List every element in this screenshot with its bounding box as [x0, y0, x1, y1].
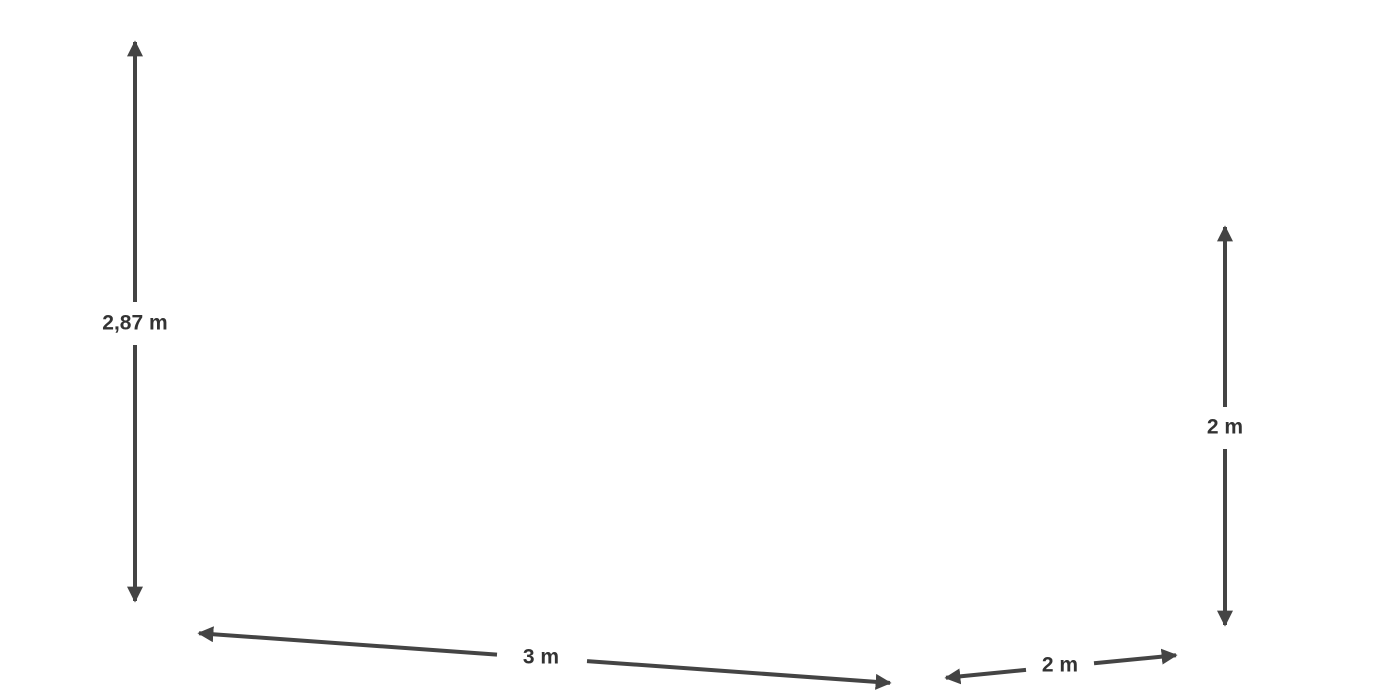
dimension-label: 2,87 m	[102, 312, 167, 335]
arrow	[944, 667, 1027, 685]
dimension-label: 3 m	[523, 646, 559, 669]
arrow	[1093, 648, 1178, 666]
arrow	[197, 626, 498, 657]
dimension-width-front: 3 m	[197, 626, 892, 690]
dimension-label: 2 m	[1042, 654, 1078, 677]
dimension-label: 2 m	[1207, 416, 1243, 439]
dimension-height-left: 2,87 m	[102, 40, 168, 603]
dimension-depth: 2 m	[944, 648, 1178, 685]
arrow	[586, 659, 892, 690]
dimension-height-right: 2 m	[1207, 225, 1243, 627]
